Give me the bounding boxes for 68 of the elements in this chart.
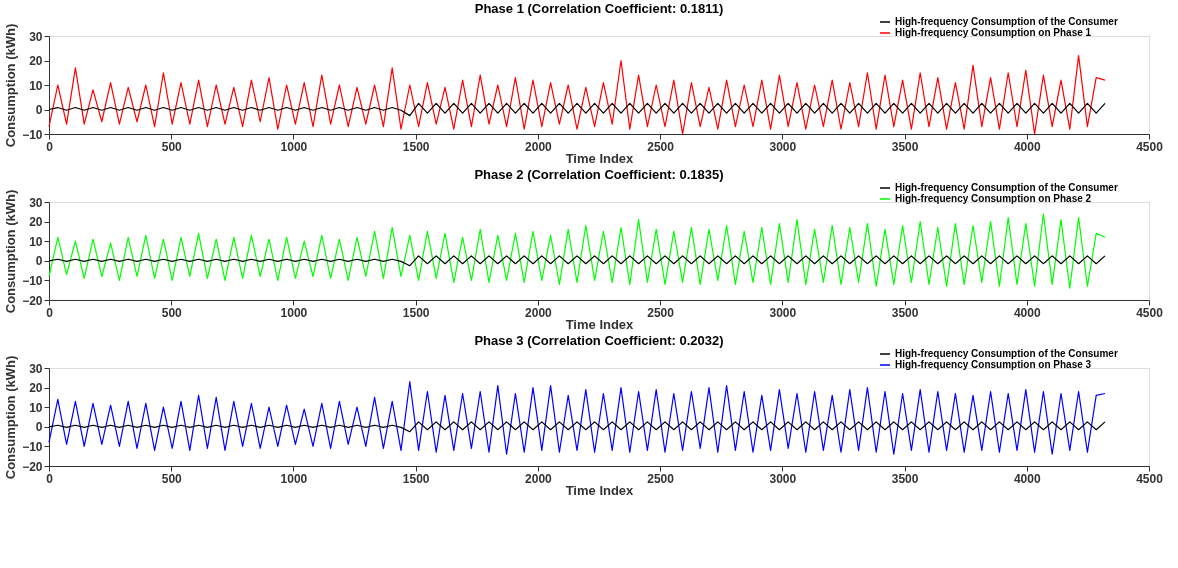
y-tick-label: −10	[22, 439, 43, 454]
x-tick-label: 2500	[647, 305, 675, 320]
line-series	[48, 55, 1106, 135]
x-tick-label: 1000	[280, 139, 308, 154]
x-tick-label: 3000	[769, 471, 797, 486]
line-series	[48, 213, 1106, 289]
y-axis-title: Consumption (kWh)	[3, 355, 19, 480]
legend-label: High-frequency Consumption on Phase 3	[895, 359, 1092, 370]
line-series	[48, 381, 1106, 455]
x-tick-label: 3000	[769, 139, 797, 154]
y-tick-label: 30	[29, 361, 43, 376]
y-tick-label: 10	[29, 234, 43, 249]
legend-label: High-frequency Consumption of the Consumer	[895, 348, 1118, 359]
x-tick-label: 500	[161, 139, 183, 154]
x-tick-label: 4000	[1013, 305, 1041, 320]
x-tick-label: 500	[161, 305, 183, 320]
x-tick-label: 4000	[1013, 471, 1041, 486]
x-tick-label: 2500	[647, 471, 675, 486]
legend-label: High-frequency Consumption on Phase 1	[895, 27, 1092, 38]
x-tick-label: 500	[161, 471, 183, 486]
y-axis-title: Consumption (kWh)	[3, 23, 19, 148]
x-tick-label: 2000	[525, 471, 553, 486]
x-tick-label: 3500	[891, 305, 919, 320]
x-tick-label: 2500	[647, 139, 675, 154]
x-tick-label: 0	[46, 139, 54, 154]
x-tick-label: 4500	[1136, 139, 1164, 154]
y-tick-label: 30	[29, 195, 43, 210]
y-tick-label: 0	[35, 420, 43, 435]
chart-title: Phase 2 (Correlation Coefficient: 0.1835)	[474, 167, 724, 182]
y-tick-label: −20	[22, 293, 43, 308]
x-tick-label: 4500	[1136, 471, 1164, 486]
x-tick-label: 0	[46, 305, 54, 320]
x-tick-label: 1000	[280, 305, 308, 320]
x-tick-label: 0	[46, 471, 54, 486]
y-tick-label: 0	[35, 103, 43, 117]
x-tick-label: 1500	[402, 471, 430, 486]
y-tick-label: 20	[29, 381, 43, 396]
line-series	[48, 255, 1106, 267]
y-tick-label: 20	[29, 215, 43, 230]
y-tick-label: −10	[22, 273, 43, 288]
line-series	[48, 102, 1106, 117]
y-tick-label: 10	[29, 78, 43, 93]
x-tick-label: 1500	[402, 305, 430, 320]
y-tick-label: −10	[22, 127, 43, 142]
legend-label: High-frequency Consumption on Phase 2	[895, 193, 1092, 204]
y-tick-label: 30	[29, 29, 43, 44]
x-axis-title: Time Index	[565, 482, 635, 498]
x-axis-title: Time Index	[565, 316, 635, 332]
legend-label: High-frequency Consumption of the Consumer	[895, 16, 1118, 27]
chart-title: Phase 1 (Correlation Coefficient: 0.1811)	[474, 1, 724, 16]
y-tick-label: 0	[35, 254, 43, 269]
chart-title: Phase 3 (Correlation Coefficient: 0.2032)	[474, 333, 724, 348]
x-tick-label: 4500	[1136, 305, 1164, 320]
x-tick-label: 2000	[525, 305, 553, 320]
x-tick-label: 3500	[891, 471, 919, 486]
y-tick-label: 10	[29, 400, 43, 415]
x-tick-label: 1000	[280, 471, 308, 486]
x-tick-label: 4000	[1013, 139, 1041, 154]
x-tick-label: 2000	[525, 139, 553, 154]
x-tick-label: 3000	[769, 305, 797, 320]
y-axis-title: Consumption (kWh)	[3, 189, 19, 314]
line-series	[48, 421, 1106, 433]
y-tick-label: −20	[22, 459, 43, 474]
x-tick-label: 3500	[891, 139, 919, 154]
y-tick-label: 20	[29, 54, 43, 68]
x-tick-label: 1500	[402, 139, 430, 154]
legend-label: High-frequency Consumption of the Consumer	[895, 182, 1118, 193]
x-axis-title: Time Index	[565, 150, 635, 166]
